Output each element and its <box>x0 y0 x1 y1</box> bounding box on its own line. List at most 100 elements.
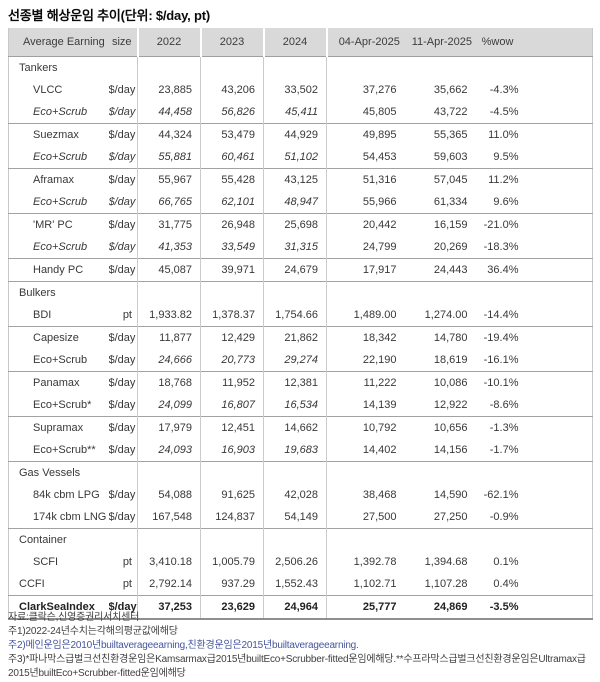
value-wow: 9.5% <box>493 151 519 163</box>
value-2024: 1,552.43 <box>263 573 327 596</box>
row-label: Eco+Scrub* <box>33 399 92 411</box>
filler-cell <box>523 304 593 327</box>
value-2024: 51,102 <box>263 146 327 169</box>
value-2022: 54,088 <box>137 484 201 506</box>
table-row: VLCC $/day 23,885 43,206 33,502 37,276 35,662 -… <box>9 79 593 101</box>
table-row: ClarkSeaIndex $/day 37,253 23,629 24,964 25,7… <box>8 595 593 619</box>
footnotes: 자료:클락슨,신영증권리서치센터 주1)2022-24년수치는각해의평균값에해당… <box>8 611 592 681</box>
row-unit: $/day <box>108 123 138 146</box>
value-apr11 <box>411 57 473 80</box>
value-wow: -16.1% <box>483 354 519 366</box>
value-wow: 0.1% <box>493 556 519 568</box>
footnote-1: 주1)2022-24년수치는각해의평균값에해당 <box>8 626 178 637</box>
filler-cell <box>523 349 593 372</box>
value-apr04: 27,500 <box>362 511 397 523</box>
value-apr11: 55,365 <box>410 123 473 146</box>
value-wow: -1.3% <box>472 416 523 439</box>
value-apr11: 14,156 <box>433 444 468 456</box>
filler-cell <box>522 416 593 439</box>
value-apr04 <box>326 461 411 484</box>
source-note: 자료:클락슨,신영증권리서치센터 <box>8 612 140 623</box>
filler-cell <box>522 595 593 619</box>
value-wow: -4.5% <box>489 106 519 118</box>
value-2022: 167,548 <box>137 506 201 529</box>
value-apr11: 14,590 <box>433 489 468 501</box>
value-2022 <box>137 461 201 484</box>
row-unit: $/day <box>108 349 138 372</box>
table-row: 'MR' PC $/day 31,775 26,948 25,698 20,442 16,1… <box>8 213 593 236</box>
value-2022: 18,768 <box>137 371 201 394</box>
filler-cell <box>523 57 593 80</box>
value-apr04: 1,392.78 <box>353 556 397 568</box>
value-2023: 60,461 <box>200 146 264 169</box>
value-2023: 39,971 <box>200 258 264 282</box>
value-2022: 24,093 <box>137 439 201 462</box>
table-row: Eco+Scrub $/day 55,881 60,461 51,102 54,453 59… <box>9 146 593 169</box>
filler-cell <box>522 371 593 394</box>
value-2023 <box>200 281 264 304</box>
value-2022: 37,253 <box>137 595 201 619</box>
col-header-2024: 2024 <box>263 28 328 57</box>
value-2022 <box>137 528 201 551</box>
value-2024 <box>263 56 327 79</box>
table-row: SCFI pt 3,410.18 1,005.79 2,506.26 1,392.78 1,… <box>9 551 593 573</box>
value-apr11: 24,443 <box>410 258 473 282</box>
row-label: VLCC <box>33 84 63 96</box>
value-apr04: 18,342 <box>326 326 411 349</box>
row-unit: $/day <box>108 168 138 191</box>
value-wow <box>473 57 523 80</box>
table-row: Eco+Scrub $/day 66,765 62,101 48,947 55,966 61… <box>9 191 593 214</box>
row-label: Handy PC <box>8 258 109 282</box>
filler-cell <box>523 506 593 529</box>
filler-cell <box>523 573 593 596</box>
row-unit <box>108 528 138 551</box>
value-2024: 45,411 <box>263 101 327 124</box>
value-apr11 <box>410 281 473 304</box>
col-header-2023: 2023 <box>200 28 265 57</box>
row-label: 84k cbm LPG <box>33 489 100 501</box>
value-apr11: 24,869 <box>410 595 473 619</box>
value-2023: 1,005.79 <box>200 551 264 573</box>
row-unit: $/day <box>108 416 138 439</box>
value-2023: 33,549 <box>200 236 264 259</box>
row-label: Eco+Scrub** <box>33 444 96 456</box>
value-apr11: 12,922 <box>433 399 468 411</box>
freight-rates-table: Average Earning size 2022 2023 2024 04-A… <box>8 28 593 620</box>
row-unit <box>108 461 138 484</box>
value-2023: 43,206 <box>200 79 264 101</box>
value-apr04: 54,453 <box>362 151 397 163</box>
row-unit: $/day <box>108 79 138 101</box>
filler-cell <box>523 79 593 101</box>
row-unit: pt <box>108 304 138 327</box>
value-2022: 11,877 <box>137 326 201 349</box>
value-apr04 <box>326 528 411 551</box>
row-label: Eco+Scrub <box>33 241 88 253</box>
value-2024: 24,679 <box>263 258 327 282</box>
value-wow: 9.6% <box>493 196 519 208</box>
value-2024: 44,929 <box>263 123 327 146</box>
value-2023: 23,629 <box>200 595 264 619</box>
value-2022: 44,458 <box>137 101 201 124</box>
value-2023: 56,826 <box>200 101 264 124</box>
table-body: Tankers VLCC $/day 23,885 43,206 33,502 37,276… <box>8 56 593 619</box>
table-row: 174k cbm LNG $/day 167,548 124,837 54,149 27,… <box>9 506 593 529</box>
row-label: Capesize <box>8 326 109 349</box>
value-wow <box>472 281 523 304</box>
value-2024: 24,964 <box>263 595 327 619</box>
filler-cell <box>522 281 593 304</box>
value-2023: 53,479 <box>200 123 264 146</box>
value-apr11: 1,394.68 <box>424 556 468 568</box>
value-2023: 16,807 <box>200 394 264 417</box>
filler-cell <box>522 258 593 282</box>
value-apr04: 10,792 <box>326 416 411 439</box>
filler-cell <box>523 439 593 462</box>
value-wow: -10.1% <box>472 371 523 394</box>
value-wow: -21.0% <box>472 213 523 236</box>
value-apr11 <box>410 528 473 551</box>
value-wow: 0.4% <box>493 578 519 590</box>
value-apr11: 18,619 <box>433 354 468 366</box>
value-wow: -8.6% <box>489 399 519 411</box>
row-unit: $/day <box>108 439 138 462</box>
value-2024: 43,125 <box>263 168 327 191</box>
